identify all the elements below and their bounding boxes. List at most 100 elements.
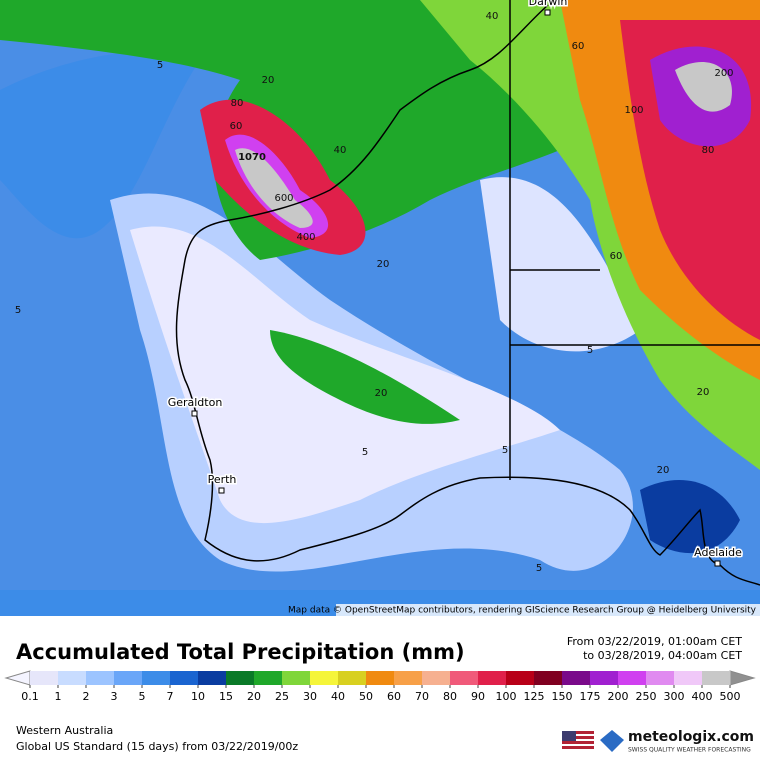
brand: meteologix.com xyxy=(628,729,754,745)
city-name: Perth xyxy=(208,473,237,486)
contour-label: 60 xyxy=(610,251,623,262)
contour-label: 400 xyxy=(296,232,315,243)
colorbar-cell xyxy=(394,671,423,685)
colorbar-label: 150 xyxy=(552,690,573,703)
brand-logo xyxy=(600,730,624,752)
colorbar-under xyxy=(4,670,31,686)
colorbar-cell xyxy=(170,671,199,685)
legend-title: Accumulated Total Precipitation (mm) xyxy=(16,640,465,664)
colorbar-label: 3 xyxy=(111,690,118,703)
contour-label: 20 xyxy=(697,387,710,398)
colorbar-label: 175 xyxy=(580,690,601,703)
city-marker xyxy=(218,487,225,494)
colorbar-label: 15 xyxy=(219,690,233,703)
colorbar-label: 50 xyxy=(359,690,373,703)
contour-label: 5 xyxy=(502,445,508,456)
colorbar-cell xyxy=(506,671,535,685)
contour-label: 60 xyxy=(572,41,585,52)
colorbar-cell xyxy=(674,671,703,685)
colorbar-label: 40 xyxy=(331,690,345,703)
region: Western Australia xyxy=(16,724,113,737)
colorbar-label: 7 xyxy=(167,690,174,703)
city-marker xyxy=(544,9,551,16)
colorbar-cell xyxy=(478,671,507,685)
contour-label: 40 xyxy=(334,145,347,156)
colorbar-label: 10 xyxy=(191,690,205,703)
contour-label: 5 xyxy=(362,447,368,458)
period-from: From 03/22/2019, 01:00am CET xyxy=(567,635,742,648)
contour-label: 5 xyxy=(587,345,593,356)
tagline: SWISS QUALITY WEATHER FORECASTING xyxy=(628,747,751,754)
contour-label: 5 xyxy=(15,305,21,316)
contour-label: 5 xyxy=(157,60,163,71)
contour-label: 200 xyxy=(714,68,733,79)
colorbar-label: 0.1 xyxy=(21,690,39,703)
city-name: Geraldton xyxy=(168,396,223,409)
colorbar-label: 125 xyxy=(524,690,545,703)
colorbar-label: 60 xyxy=(387,690,401,703)
colorbar-cell xyxy=(86,671,115,685)
city-name: Adelaide xyxy=(694,546,742,559)
coastline xyxy=(175,0,760,586)
colorbar-cell xyxy=(338,671,367,685)
city-name: Darwin xyxy=(529,0,568,8)
colorbar-cell xyxy=(534,671,563,685)
colorbar: 0.1 1 2 3 5 7 10 15 20 25 30 40 50 60 70 80 90 100 125 150 1… xyxy=(4,670,756,703)
contour-label: 80 xyxy=(702,145,715,156)
colorbar-label: 70 xyxy=(415,690,429,703)
attribution-bg xyxy=(336,604,760,616)
colorbar-label: 250 xyxy=(636,690,657,703)
colorbar-label: 90 xyxy=(471,690,485,703)
colorbar-cell xyxy=(646,671,675,685)
colorbar-cell xyxy=(618,671,647,685)
city-marker xyxy=(191,410,198,417)
contour-label: 5 xyxy=(536,563,542,574)
colorbar-cell xyxy=(366,671,395,685)
contour-label: 80 xyxy=(231,98,244,109)
colorbar-cell xyxy=(226,671,255,685)
contour-label: 20 xyxy=(262,75,275,86)
colorbar-cell xyxy=(58,671,87,685)
colorbar-over xyxy=(729,670,756,686)
colorbar-cell xyxy=(114,671,143,685)
colorbar-label: 100 xyxy=(496,690,517,703)
contour-label: 40 xyxy=(486,11,499,22)
colorbar-label: 400 xyxy=(692,690,713,703)
contour-label: 20 xyxy=(377,259,390,270)
contour-label: 1070 xyxy=(238,152,266,163)
colorbar-cell xyxy=(142,671,171,685)
contour-label: 60 xyxy=(230,121,243,132)
colorbar-label: 30 xyxy=(303,690,317,703)
colorbar-cell xyxy=(198,671,227,685)
colorbar-cell xyxy=(562,671,591,685)
colorbar-cell xyxy=(450,671,479,685)
map-labels: Darwin Geraldton Perth Adelaide 1070 600 400 20… xyxy=(15,0,744,574)
colorbar-cell xyxy=(702,671,731,685)
contour-label: 20 xyxy=(375,388,388,399)
period-to: to 03/28/2019, 04:00am CET xyxy=(583,649,742,662)
map-field xyxy=(0,0,760,616)
colorbar-cell xyxy=(422,671,451,685)
colorbar-cell xyxy=(310,671,339,685)
colorbar-label: 5 xyxy=(139,690,146,703)
city-marker xyxy=(714,560,721,567)
contour-label: 100 xyxy=(624,105,643,116)
colorbar-label: 2 xyxy=(83,690,90,703)
colorbar-cell xyxy=(590,671,619,685)
model-run: Global US Standard (15 days) from 03/22/… xyxy=(16,740,298,753)
colorbar-label: 200 xyxy=(608,690,629,703)
colorbar-label: 80 xyxy=(443,690,457,703)
contour-label: 600 xyxy=(274,193,293,204)
colorbar-label: 20 xyxy=(247,690,261,703)
contour-label: 20 xyxy=(657,465,670,476)
colorbar-label: 25 xyxy=(275,690,289,703)
colorbar-label: 300 xyxy=(664,690,685,703)
colorbar-label: 1 xyxy=(55,690,62,703)
colorbar-cell xyxy=(254,671,283,685)
colorbar-cell xyxy=(30,671,59,685)
us-flag xyxy=(562,731,594,751)
attribution: Map data © OpenStreetMap contributors, r… xyxy=(288,606,757,616)
colorbar-cell xyxy=(282,671,311,685)
